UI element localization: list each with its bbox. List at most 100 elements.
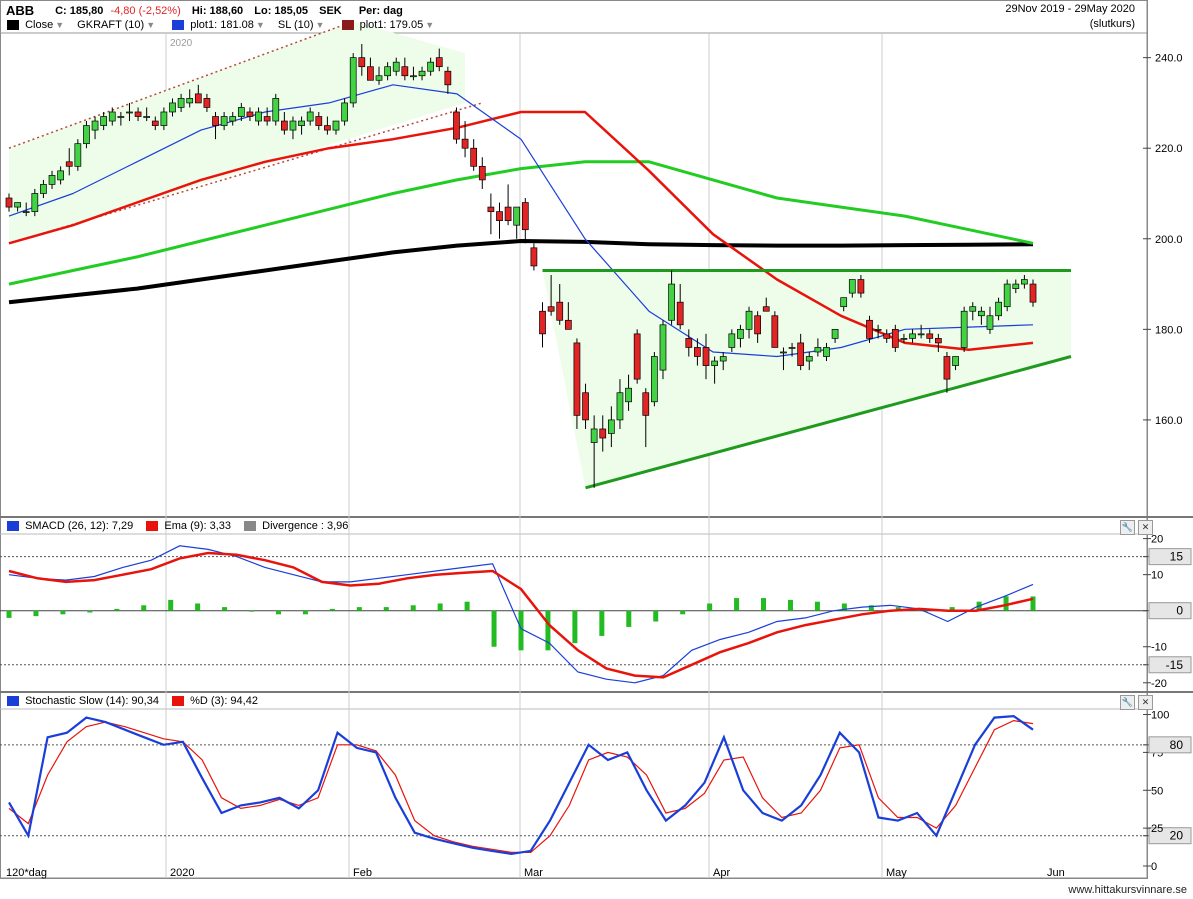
candle-up xyxy=(814,347,822,353)
macd-series-line xyxy=(8,545,1034,684)
wrench-icon[interactable]: 🔧 xyxy=(1120,695,1135,710)
y-tick-label: 50 xyxy=(1151,785,1163,797)
macd-histogram-bar xyxy=(87,610,93,613)
candle-up xyxy=(289,120,297,131)
candle-down xyxy=(556,301,564,321)
close-icon[interactable]: ✕ xyxy=(1138,520,1153,535)
candle-up xyxy=(341,102,348,122)
close-swatch xyxy=(7,20,19,31)
legend-plot1-brown[interactable]: plot1: 179.05 xyxy=(359,19,424,32)
legend-d[interactable]: %D (3): 94,42 xyxy=(190,695,258,708)
candle-up xyxy=(840,297,848,308)
candle-up xyxy=(349,57,357,104)
candle-up xyxy=(616,392,624,421)
candle-up xyxy=(513,206,521,226)
x-tick-label: Apr xyxy=(713,867,730,879)
candle-down xyxy=(685,338,693,348)
legend-ema[interactable]: Ema (9): 3,33 xyxy=(164,520,232,533)
candle-down xyxy=(891,328,899,348)
y-tick-label: 240.0 xyxy=(1155,53,1183,65)
candle-up xyxy=(719,356,727,362)
candle-up xyxy=(108,111,116,122)
macd-histogram-bar xyxy=(518,610,524,651)
candle-up xyxy=(272,98,280,122)
legend-close[interactable]: Close xyxy=(25,19,54,32)
chevron-down-icon[interactable]: ▼ xyxy=(255,20,265,31)
candle-down xyxy=(401,66,409,77)
support-line xyxy=(585,355,1072,490)
candle-up xyxy=(220,116,228,126)
chevron-down-icon[interactable]: ▼ xyxy=(425,20,435,31)
candle-down xyxy=(857,279,865,294)
candle-up xyxy=(143,116,151,118)
candle-up xyxy=(410,75,417,78)
high-value: Hi: 188,60 xyxy=(191,4,244,17)
macd-histogram-bar xyxy=(6,610,12,618)
y-tick-label: 15 xyxy=(1170,550,1184,564)
macd-histogram-bar xyxy=(302,610,308,615)
candle-up xyxy=(978,310,985,317)
candle-down xyxy=(1029,283,1037,303)
candle-down xyxy=(754,315,762,335)
candle-down xyxy=(324,125,331,131)
candle-up xyxy=(126,111,133,114)
candle-down xyxy=(771,315,779,348)
x-scale-label: 120*dag xyxy=(6,867,47,879)
candle-up xyxy=(831,328,839,339)
stoch-swatch xyxy=(7,696,19,707)
candle-down xyxy=(642,392,650,416)
legend-plot1-blue[interactable]: plot1: 181.08 xyxy=(190,19,254,32)
candle-up xyxy=(91,120,99,131)
price-type-label: (slutkurs) xyxy=(1089,18,1135,31)
footer-url[interactable]: www.hittakursvinnare.se xyxy=(1068,884,1187,896)
moving-average-line xyxy=(8,84,1034,358)
candle-down xyxy=(487,206,495,212)
channel-lower-line xyxy=(8,102,483,245)
close-icon[interactable]: ✕ xyxy=(1138,695,1153,710)
moving-average-line xyxy=(8,110,1034,351)
candle-down xyxy=(194,93,202,104)
candle-up xyxy=(711,360,718,366)
candle-up xyxy=(737,328,744,339)
macd-histogram-bar xyxy=(895,607,901,611)
divergence-swatch xyxy=(244,521,257,532)
candle-up xyxy=(848,279,856,294)
macd-histogram-bar xyxy=(249,610,255,612)
candle-up xyxy=(659,324,667,371)
candle-down xyxy=(934,338,942,344)
legend-gkraft[interactable]: GKRAFT (10) xyxy=(77,19,145,32)
candle-up xyxy=(177,98,185,108)
y-tick-label: 0 xyxy=(1151,861,1157,873)
triangle-fill xyxy=(542,270,1071,488)
macd-histogram-bar xyxy=(356,607,362,611)
wrench-icon[interactable]: 🔧 xyxy=(1120,520,1135,535)
d-swatch xyxy=(172,696,185,707)
candle-down xyxy=(564,319,572,330)
candle-up xyxy=(1003,283,1011,308)
chevron-down-icon[interactable]: ▼ xyxy=(146,20,156,31)
x-tick-label: 2020 xyxy=(170,867,194,879)
y-tick-label: -10 xyxy=(1151,642,1167,654)
candle-up xyxy=(917,333,925,336)
chevron-down-icon[interactable]: ▼ xyxy=(315,20,325,31)
candle-up xyxy=(995,301,1002,317)
legend-divergence[interactable]: Divergence : 3,96 xyxy=(262,520,349,533)
macd-histogram-bar xyxy=(1030,596,1036,611)
macd-histogram-bar xyxy=(949,607,955,611)
chevron-down-icon[interactable]: ▼ xyxy=(55,20,65,31)
candle-down xyxy=(461,138,469,149)
legend-stoch[interactable]: Stochastic Slow (14): 90,34 xyxy=(25,695,159,708)
candle-up xyxy=(1012,283,1020,289)
legend-sl[interactable]: SL (10) xyxy=(277,19,314,32)
macd-histogram-bar xyxy=(410,605,416,611)
candle-up xyxy=(83,125,90,145)
candle-down xyxy=(315,116,323,126)
candle-down xyxy=(694,347,701,357)
candle-up xyxy=(969,306,977,312)
y-value-box xyxy=(1148,548,1192,566)
candle-up xyxy=(780,351,787,354)
candle-up xyxy=(31,193,39,212)
y-tick-label: 20 xyxy=(1170,829,1184,843)
legend-smacd[interactable]: SMACD (26, 12): 7,29 xyxy=(25,520,134,533)
